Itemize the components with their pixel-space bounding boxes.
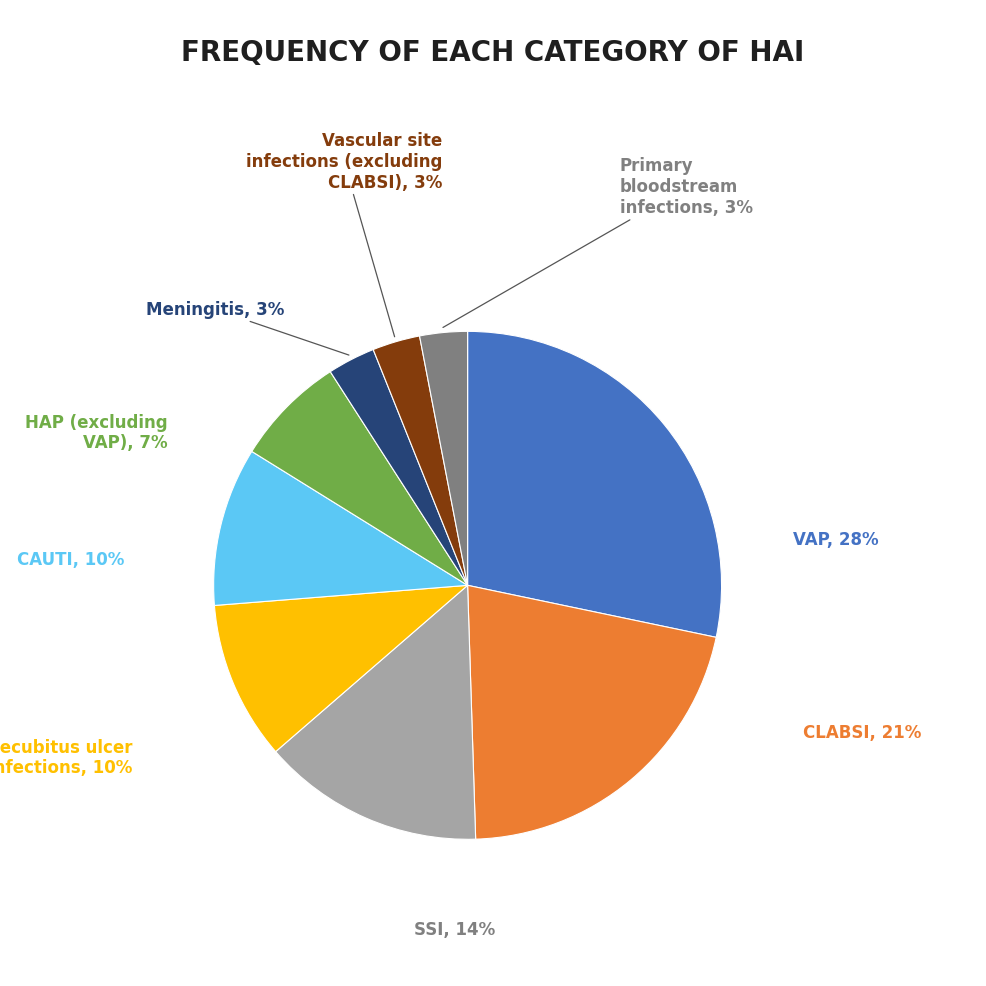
- Wedge shape: [374, 336, 467, 586]
- Text: CAUTI, 10%: CAUTI, 10%: [18, 551, 125, 569]
- Text: Primary
bloodstream
infections, 3%: Primary bloodstream infections, 3%: [443, 158, 753, 327]
- Wedge shape: [276, 586, 475, 839]
- Text: SSI, 14%: SSI, 14%: [414, 921, 496, 939]
- Text: FREQUENCY OF EACH CATEGORY OF HAI: FREQUENCY OF EACH CATEGORY OF HAI: [181, 39, 805, 67]
- Text: VAP, 28%: VAP, 28%: [793, 530, 879, 548]
- Wedge shape: [467, 586, 716, 839]
- Wedge shape: [214, 452, 467, 605]
- Wedge shape: [330, 350, 467, 586]
- Wedge shape: [214, 586, 467, 751]
- Wedge shape: [251, 372, 467, 586]
- Text: Vascular site
infections (excluding
CLABSI), 3%: Vascular site infections (excluding CLAB…: [246, 132, 442, 337]
- Wedge shape: [467, 331, 722, 637]
- Text: Decubitus ulcer
infections, 10%: Decubitus ulcer infections, 10%: [0, 739, 132, 777]
- Text: HAP (excluding
VAP), 7%: HAP (excluding VAP), 7%: [26, 413, 168, 453]
- Wedge shape: [419, 331, 467, 586]
- Text: CLABSI, 21%: CLABSI, 21%: [803, 724, 921, 741]
- Text: Meningitis, 3%: Meningitis, 3%: [146, 301, 349, 355]
